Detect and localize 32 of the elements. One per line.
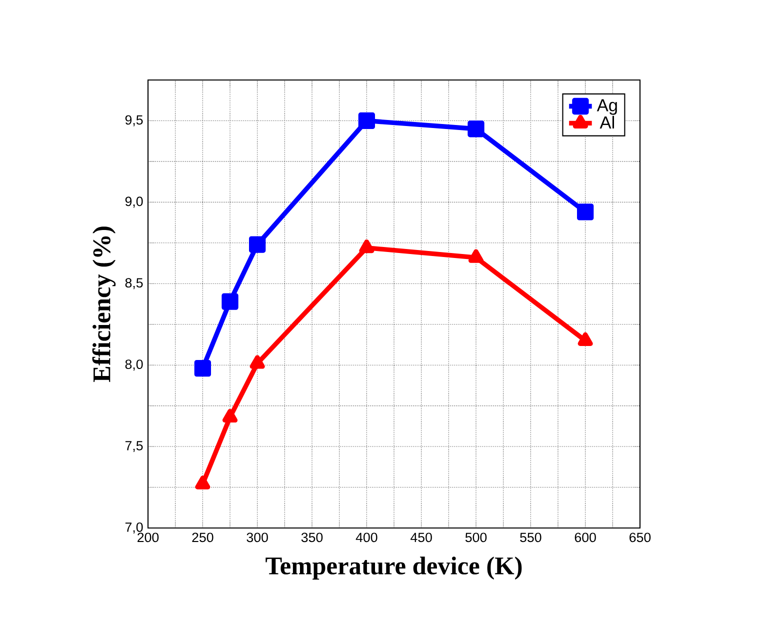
x-tick-label: 650 xyxy=(630,532,651,542)
legend-label: Al xyxy=(600,116,614,128)
x-tick-label: 200 xyxy=(138,532,159,542)
point xyxy=(222,293,238,310)
x-tick-label: 500 xyxy=(465,532,487,542)
x-tick-label: 550 xyxy=(520,532,542,542)
point xyxy=(250,355,265,369)
y-tick-label: 8,0 xyxy=(125,360,143,371)
point xyxy=(578,332,593,346)
point xyxy=(358,112,376,130)
y-tick-label: 7,0 xyxy=(125,522,143,534)
point xyxy=(359,239,374,254)
point xyxy=(222,408,238,423)
y-tick-label: 9,0 xyxy=(125,196,143,208)
legend-label: Ag xyxy=(596,99,617,115)
point xyxy=(195,476,210,490)
y-tick-label: 8,5 xyxy=(125,278,143,290)
point xyxy=(249,236,266,253)
point xyxy=(468,120,484,138)
x-tick-label: 300 xyxy=(246,532,268,542)
x-axis-title: Temperature device (K) xyxy=(266,556,522,580)
x-tick-label: 250 xyxy=(192,532,214,542)
y-tick-label: 9,5 xyxy=(125,115,143,126)
x-tick-label: 350 xyxy=(301,532,323,542)
x-tick-label: 600 xyxy=(574,532,596,542)
x-tick-label: 400 xyxy=(356,532,378,542)
point xyxy=(468,249,484,263)
x-tick-label: 450 xyxy=(410,532,432,542)
point xyxy=(576,204,594,220)
y-axis-title: Efficiency (%) xyxy=(92,226,116,382)
y-tick-label: 7,5 xyxy=(125,441,143,452)
point xyxy=(194,360,212,377)
